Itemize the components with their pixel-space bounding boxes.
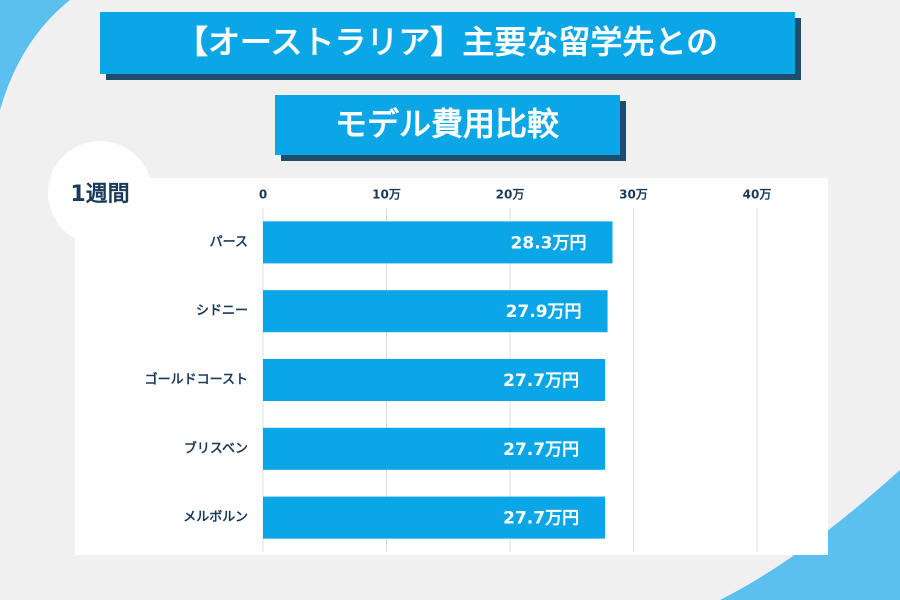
y-tick-label: メルボルン (183, 509, 248, 525)
chart-subtitle: モデル費用比較 (335, 105, 560, 143)
bar (263, 427, 606, 470)
bar (263, 496, 606, 539)
decor-bottom-right (720, 470, 900, 600)
y-tick-label: パース (210, 235, 248, 250)
value-label: 27.7万円 (503, 509, 579, 529)
y-tick-label: シドニー (196, 304, 248, 319)
badge (48, 141, 152, 245)
x-tick-label: 10万 (372, 188, 401, 202)
chart-title: 【オーストラリア】主要な留学先との (176, 23, 718, 61)
decor-top-left (0, 0, 70, 110)
x-tick-label: 40万 (743, 188, 772, 202)
value-label: 27.7万円 (503, 371, 579, 391)
bar (263, 359, 606, 401)
x-tick-label: 30万 (619, 188, 648, 202)
bar (263, 290, 608, 333)
x-tick-label: 0 (259, 188, 267, 202)
x-tick-label: 20万 (496, 188, 525, 202)
value-label: 27.7万円 (503, 440, 579, 460)
value-label: 28.3万円 (511, 233, 587, 253)
y-tick-label: ブリスベン (184, 440, 248, 456)
value-label: 27.9万円 (506, 302, 582, 322)
bar (263, 221, 613, 264)
y-tick-label: ゴールドコースト (145, 372, 248, 388)
badge-label: 1週間 (70, 182, 129, 207)
subtitle-box (275, 95, 620, 155)
title-box (100, 12, 795, 74)
